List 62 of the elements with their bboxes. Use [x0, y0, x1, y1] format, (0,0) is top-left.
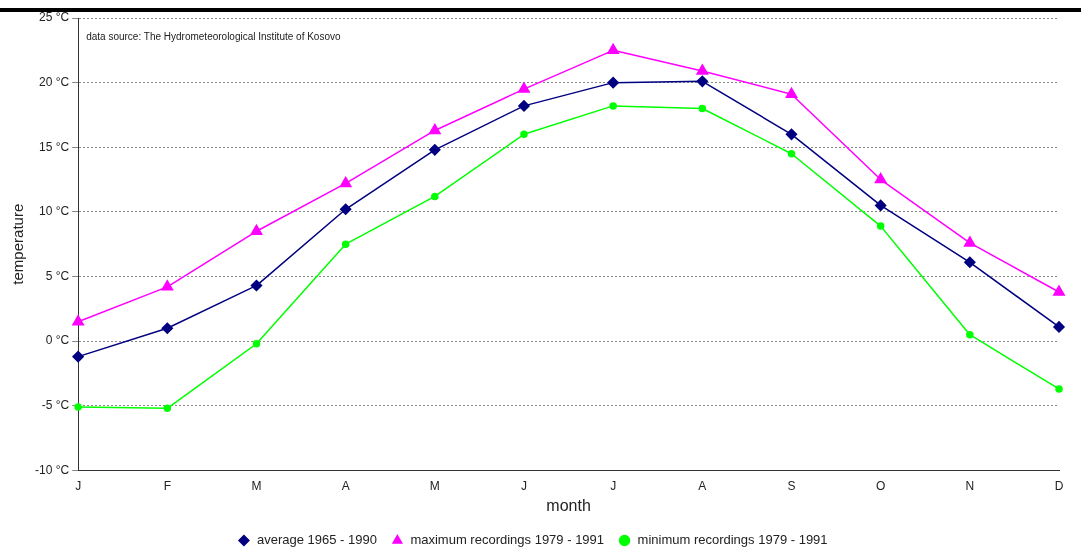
point [785, 87, 798, 99]
x-tick-label: M [251, 478, 262, 493]
x-axis-title: month [546, 496, 591, 514]
x-tick-label: D [1054, 478, 1064, 493]
y-tick-label: -10 °C [34, 462, 70, 477]
point [1055, 385, 1063, 393]
x-tick-label: M [429, 478, 440, 493]
point [607, 43, 620, 55]
point [161, 322, 174, 334]
point [607, 76, 619, 89]
point [1053, 285, 1065, 296]
annotation: data source: The Hydrometeorological Institute of Kosovo [86, 30, 341, 42]
y-tick-label: 20 °C [38, 74, 70, 89]
x-tick-label: A [698, 478, 707, 493]
point [341, 240, 350, 248]
point [431, 192, 439, 201]
x-tick-label: J [520, 478, 527, 493]
point [250, 279, 263, 292]
x-tick-label: J [610, 478, 617, 493]
y-tick-label: 15 °C [38, 139, 70, 154]
point [72, 350, 84, 363]
point [876, 222, 885, 230]
point [163, 404, 172, 413]
point [339, 176, 352, 188]
point [963, 236, 976, 247]
point [429, 144, 441, 156]
x-tick-label: A [341, 478, 350, 493]
point [72, 315, 85, 326]
legend-label: average 1965 - 1990 [256, 532, 377, 548]
x-tick-label: N [965, 478, 975, 493]
point [1053, 321, 1065, 333]
point [696, 75, 709, 88]
y-tick-label: 25 °C [38, 10, 70, 25]
x-tick-label: O [875, 478, 886, 493]
point [698, 104, 707, 113]
point [428, 123, 441, 135]
y-tick-label: -5 °C [41, 398, 70, 413]
y-tick-label: 10 °C [38, 204, 70, 219]
x-tick-label: S [787, 478, 796, 493]
y-tick-label: 0 °C [45, 333, 70, 348]
point [518, 82, 530, 93]
legend-label: maximum recordings 1979 - 1991 [410, 532, 605, 548]
point [518, 100, 530, 112]
point [250, 224, 263, 236]
y-axis-title: temperature [9, 203, 27, 285]
point [696, 64, 709, 75]
point [874, 199, 887, 212]
point [252, 339, 261, 348]
point [874, 172, 887, 184]
point [964, 256, 976, 269]
point [520, 130, 528, 139]
point [609, 102, 617, 110]
x-tick-label: J [75, 478, 82, 493]
point [787, 149, 796, 158]
point [785, 128, 798, 141]
legend-label: minimum recordings 1979 - 1991 [637, 532, 828, 548]
point [339, 203, 352, 216]
y-tick-label: 5 °C [45, 268, 70, 283]
point [74, 403, 82, 411]
point [161, 280, 174, 291]
x-tick-label: F [163, 478, 171, 493]
point [966, 330, 974, 339]
